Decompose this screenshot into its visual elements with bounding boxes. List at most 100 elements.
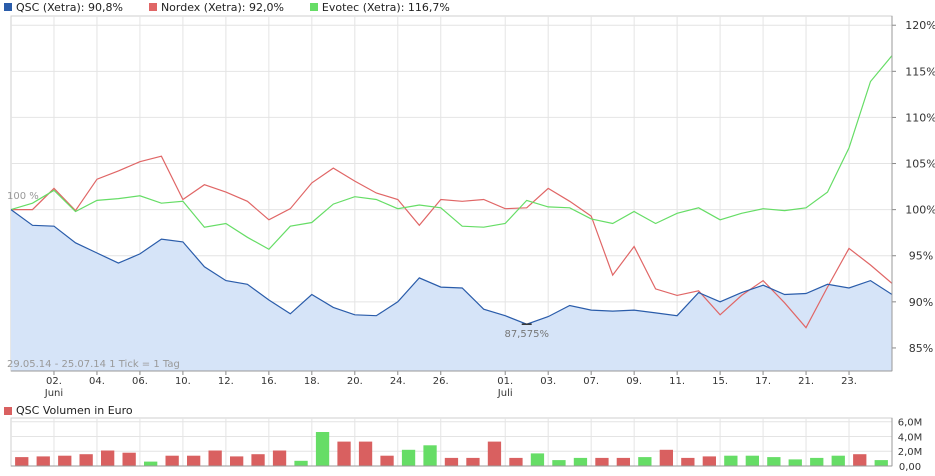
volume-bar	[595, 457, 609, 466]
volume-bar	[358, 441, 373, 466]
volume-bar	[58, 455, 72, 466]
legend-label-evotec: Evotec (Xetra): 116,7%	[321, 0, 450, 14]
qsc-area-fill	[11, 209, 892, 371]
y-tick-label: 90%	[909, 296, 933, 309]
x-tick-label: 26.	[433, 376, 449, 387]
volume-bar	[810, 457, 824, 466]
volume-bar	[315, 432, 330, 466]
legend-item-evotec[interactable]: Evotec (Xetra): 116,7%	[309, 0, 450, 14]
nordex-line	[11, 155, 893, 329]
x-tick-label: 07.	[583, 376, 599, 387]
x-tick-label: 17.	[755, 376, 771, 387]
volume-bar	[294, 460, 308, 466]
volume-tick-label: 0,00	[899, 462, 921, 473]
volume-bar	[509, 457, 523, 466]
volume-bar	[79, 454, 93, 466]
y-tick-label: 105%	[905, 158, 935, 171]
legend-swatch-qsc	[4, 3, 12, 11]
x-tick-label: 20.	[347, 376, 363, 387]
volume-tick-label: 6,0M	[898, 418, 923, 429]
y-tick-label: 110%	[905, 111, 935, 124]
volume-bar	[165, 455, 179, 466]
volume-bar	[187, 455, 201, 466]
main-axes: 02. 04. 06. 10. 12. 16. 18. 20. 24. 26. 01. 03. 07. 0…	[11, 16, 935, 399]
x-tick-label: 21.	[798, 376, 814, 387]
legend-label-nordex: Nordex (Xetra): 92,0%	[160, 0, 284, 14]
volume-bar	[552, 460, 566, 466]
legend-swatch-volume	[4, 406, 12, 415]
x-tick-label: 02.	[46, 376, 62, 387]
volume-bar	[144, 461, 158, 466]
volume-bar	[638, 457, 652, 466]
chart-legend: QSC (Xetra): 90,8% Nordex (Xetra): 92,0%…	[4, 0, 476, 14]
legend-item-qsc[interactable]: QSC (Xetra): 90,8%	[4, 0, 123, 14]
x-tick-label: 01.	[497, 376, 513, 387]
volume-bar	[681, 457, 695, 466]
volume-bar	[251, 454, 265, 466]
x-tick-label: 23.	[841, 376, 857, 387]
x-tick-label: 06.	[132, 376, 148, 387]
x-tick-label: 11.	[669, 376, 685, 387]
x-tick-label: 15.	[712, 376, 728, 387]
volume-bar	[659, 449, 673, 466]
volume-bars	[15, 432, 888, 466]
x-tick-label: 16.	[261, 376, 277, 387]
volume-bar	[15, 457, 29, 466]
volume-bar	[530, 453, 545, 466]
volume-bar	[230, 456, 244, 466]
volume-bar	[122, 452, 136, 466]
volume-bar	[36, 456, 50, 466]
y-tick-label: 120%	[905, 19, 935, 32]
x-tick-label: 03.	[540, 376, 556, 387]
x-tick-label: 12.	[218, 376, 234, 387]
x-tick-label: 09.	[626, 376, 642, 387]
series-lines	[10, 55, 893, 329]
legend-swatch-nordex	[148, 3, 157, 11]
y-tick-label: 100%	[905, 204, 935, 217]
volume-tick-label: 4,0M	[898, 432, 923, 443]
legend-label-volume: QSC Volumen in Euro	[16, 404, 133, 417]
volume-bar	[616, 457, 630, 466]
x-tick-label: 04.	[89, 376, 105, 387]
legend-swatch-evotec	[309, 3, 318, 11]
x-month-label: Juni	[44, 388, 63, 399]
volume-bar	[208, 450, 222, 466]
x-tick-label: 18.	[304, 376, 320, 387]
volume-bar	[853, 454, 867, 466]
main-labels: 100 % 29.05.14 - 25.07.14 1 Tick = 1 Tag…	[7, 191, 549, 370]
volume-bar	[767, 457, 781, 466]
y-tick-label: 95%	[909, 250, 933, 263]
volume-bar	[337, 441, 351, 466]
volume-bar	[745, 455, 759, 466]
evotec-line	[10, 55, 893, 251]
x-month-label: Juli	[497, 388, 513, 399]
y-tick-label: 115%	[905, 65, 935, 78]
volume-bar	[487, 441, 502, 466]
volume-bar	[444, 457, 459, 466]
min-label: 87,575%	[504, 329, 549, 340]
volume-bar	[423, 445, 437, 466]
volume-bar	[874, 460, 888, 466]
volume-bar	[788, 459, 802, 466]
start-label: 100 %	[7, 191, 39, 202]
info-text: 29.05.14 - 25.07.14 1 Tick = 1 Tag	[7, 359, 180, 370]
volume-bar	[724, 455, 738, 466]
volume-bar	[466, 457, 480, 466]
volume-legend: QSC Volumen in Euro	[4, 404, 133, 417]
legend-item-nordex[interactable]: Nordex (Xetra): 92,0%	[148, 0, 284, 14]
y-tick-label: 85%	[909, 342, 933, 355]
volume-bar	[573, 457, 588, 466]
qsc-area	[11, 209, 892, 371]
volume-bar	[401, 449, 416, 466]
x-tick-label: 10.	[175, 376, 191, 387]
volume-bar	[831, 455, 845, 466]
x-tick-label: 24.	[390, 376, 406, 387]
volume-bar	[272, 450, 287, 466]
volume-bar	[380, 455, 394, 466]
volume-bar	[702, 456, 716, 466]
volume-axes: 0,00 2,0M 4,0M 6,0M	[11, 418, 922, 473]
volume-bar	[101, 450, 115, 466]
qsc-line	[10, 209, 893, 325]
legend-label-qsc: QSC (Xetra): 90,8%	[16, 0, 123, 14]
